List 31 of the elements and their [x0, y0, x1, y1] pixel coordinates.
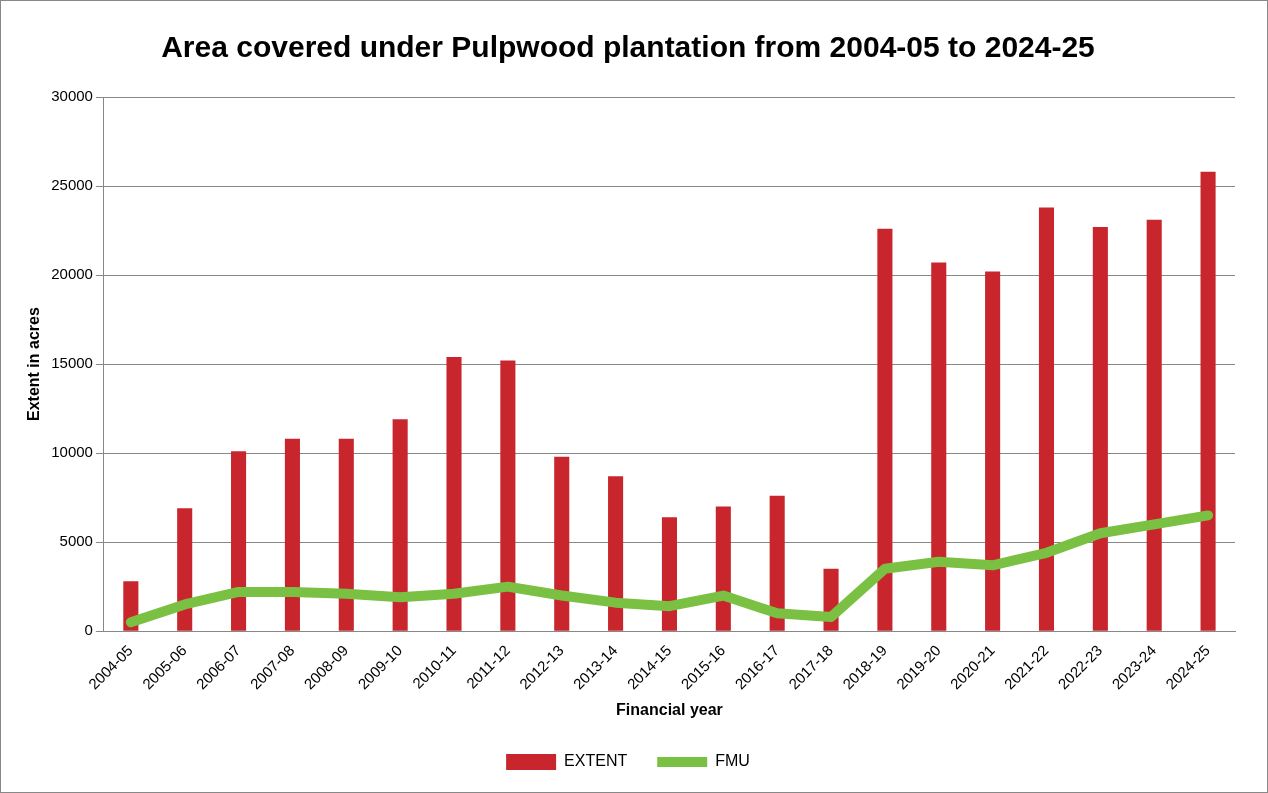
bar	[392, 419, 408, 631]
legend-label: FMU	[715, 752, 750, 770]
y-tick-label: 10000	[51, 443, 93, 461]
y-axis-title: Extent in acres	[25, 307, 43, 421]
bar	[1146, 219, 1162, 631]
y-tick-label: 25000	[51, 176, 93, 194]
bar	[231, 451, 247, 631]
y-tick-label: 5000	[59, 532, 93, 550]
legend-label: EXTENT	[564, 752, 628, 770]
bar	[284, 438, 300, 631]
x-axis-title: Financial year	[616, 700, 723, 718]
bar	[985, 271, 1001, 631]
bar	[608, 476, 624, 631]
bar	[446, 356, 462, 631]
bar	[877, 228, 893, 631]
bar	[177, 508, 193, 631]
y-tick-label: 30000	[51, 87, 93, 105]
bar	[1038, 207, 1055, 631]
bar	[769, 495, 785, 631]
bar	[338, 438, 354, 631]
y-tick-label: 0	[84, 621, 93, 639]
bar	[1092, 226, 1108, 631]
y-tick-label: 15000	[51, 354, 93, 372]
bar	[554, 456, 570, 631]
bar	[1200, 171, 1216, 631]
bar	[500, 360, 516, 631]
y-tick-label: 20000	[51, 265, 93, 283]
bar	[715, 506, 731, 631]
bar	[931, 262, 947, 631]
chart-title: Area covered under Pulpwood plantation from 2004-05 to 2024-25	[161, 30, 1095, 64]
bar	[661, 517, 677, 631]
